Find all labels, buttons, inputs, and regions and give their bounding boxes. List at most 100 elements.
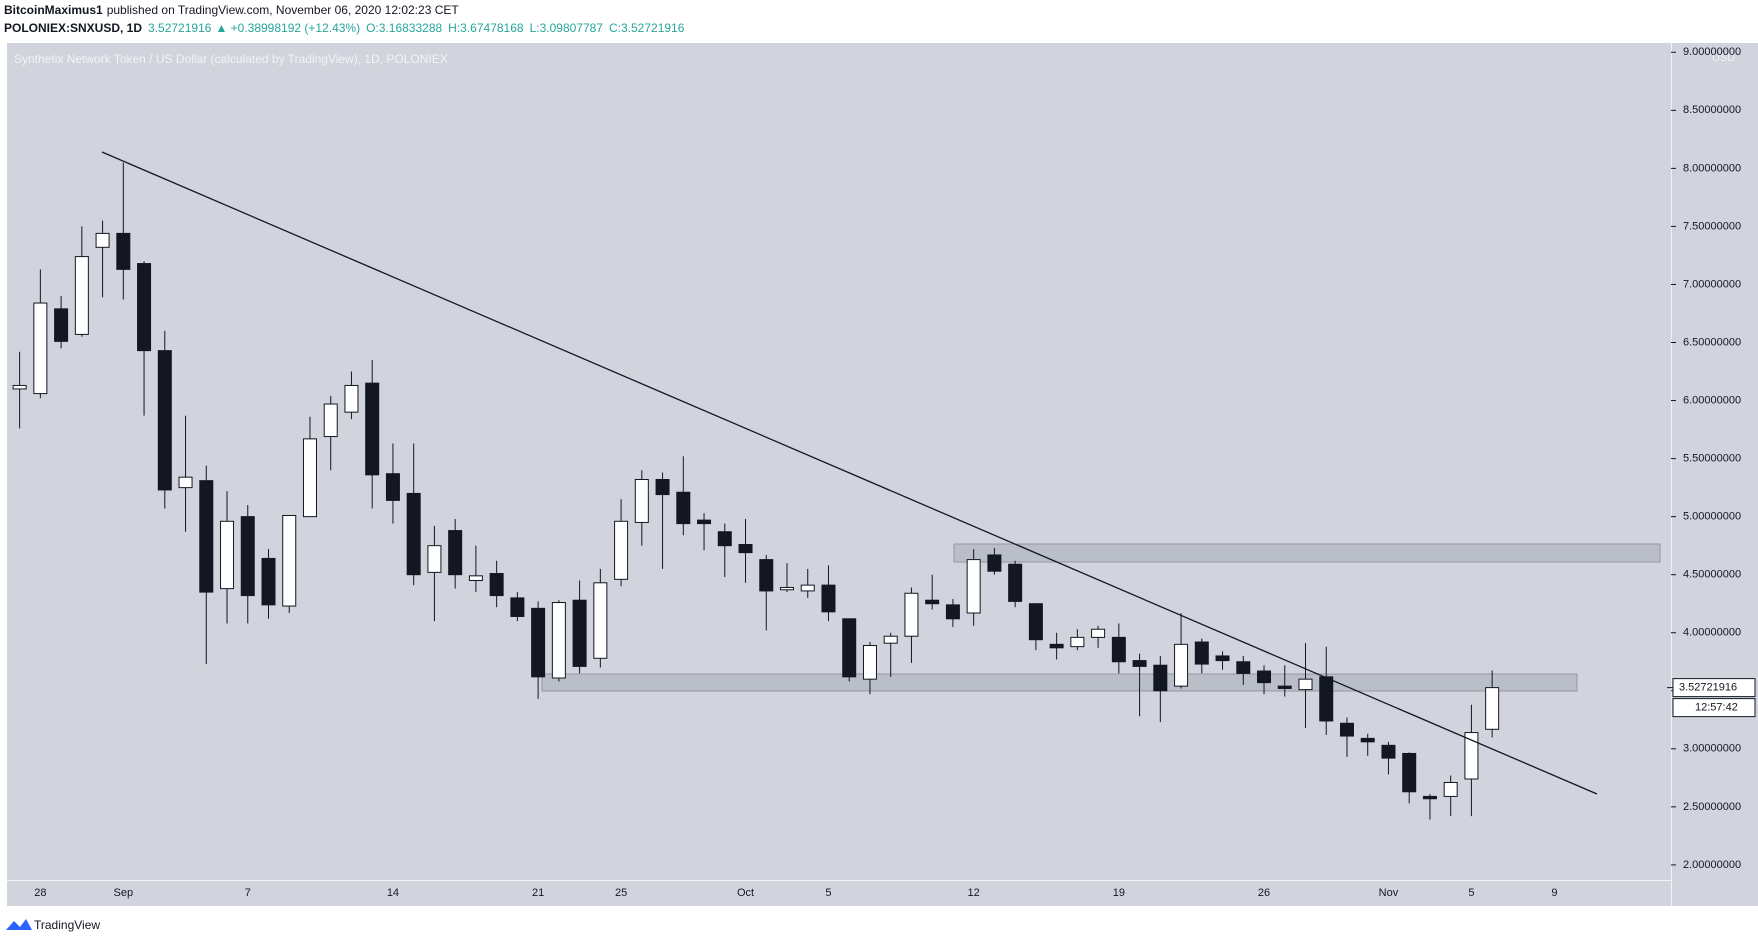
candle-body <box>468 575 483 581</box>
plot-area <box>7 43 1671 880</box>
candle-body <box>987 554 1002 572</box>
price-axis-area <box>1672 43 1758 906</box>
candle-body <box>1402 752 1417 793</box>
candle-body <box>365 382 380 476</box>
x-tick-label: 26 <box>1258 887 1270 899</box>
candle-body <box>862 645 877 680</box>
candle-body <box>1443 781 1458 797</box>
candle-body <box>54 308 69 342</box>
candle-body <box>137 263 152 352</box>
x-axis-area <box>7 880 1671 906</box>
y-tick-label: 8.50000000 <box>1683 104 1741 116</box>
candle-body <box>282 514 297 607</box>
x-tick-label: 28 <box>34 887 46 899</box>
candle-body <box>655 478 670 496</box>
y-tick-label: 5.00000000 <box>1683 511 1741 523</box>
y-tick-label: 7.50000000 <box>1683 220 1741 232</box>
candle-body <box>344 384 359 413</box>
ohlc: H:3.67478168 <box>448 21 524 35</box>
candle-body <box>1008 563 1023 602</box>
candle-body <box>1174 643 1189 687</box>
candle-body <box>95 232 110 248</box>
candle-body <box>614 520 629 580</box>
candle-body <box>945 604 960 620</box>
footer-logo: TradingView <box>6 918 100 932</box>
candle-body <box>1132 660 1147 667</box>
candle-body <box>925 599 940 605</box>
candle-body <box>759 559 774 592</box>
y-tick-label: 4.00000000 <box>1683 627 1741 639</box>
candle-body <box>1257 670 1272 684</box>
candle-body <box>178 476 193 489</box>
candle-body <box>1153 664 1168 692</box>
candle-body <box>697 519 712 525</box>
candle-body <box>1422 795 1437 800</box>
y-unit: USD <box>1712 52 1735 64</box>
countdown-box <box>1672 698 1756 718</box>
candle-body <box>1049 643 1064 649</box>
x-tick-label: 12 <box>968 887 980 899</box>
candle-body <box>717 531 732 547</box>
ohlc: C:3.52721916 <box>609 21 685 35</box>
chart-title: Synthetix Network Token / US Dollar (cal… <box>14 52 448 66</box>
y-tick-label: 9.00000000 <box>1683 46 1741 58</box>
x-tick-label: 19 <box>1113 887 1125 899</box>
candle-body <box>302 438 317 518</box>
y-tick-label: 5.50000000 <box>1683 453 1741 465</box>
last: 3.52721916 <box>148 21 212 35</box>
published: published on TradingView.com, November 0… <box>107 3 460 17</box>
candle-body <box>261 557 276 606</box>
candle-body <box>883 635 898 644</box>
x-tick-label: 21 <box>532 887 544 899</box>
y-tick-label: 4.50000000 <box>1683 569 1741 581</box>
candle-body <box>1319 676 1334 722</box>
candle-body <box>1277 685 1292 689</box>
candle-body <box>1028 603 1043 641</box>
candle-body <box>1070 636 1085 648</box>
candle-body <box>1236 661 1251 674</box>
x-tick-label: 5 <box>825 887 831 899</box>
candle-body <box>1194 641 1209 665</box>
candle-body <box>634 478 649 523</box>
y-tick-label: 2.00000000 <box>1683 859 1741 871</box>
candle-body <box>1111 636 1126 663</box>
y-tick-label: 6.50000000 <box>1683 336 1741 348</box>
candle-body <box>1360 737 1375 743</box>
candle-body <box>821 584 836 613</box>
candle-body <box>427 545 442 573</box>
symbol: POLONIEX:SNXUSD, 1D <box>4 21 142 35</box>
candle-body <box>448 530 463 576</box>
candle-body <box>220 520 235 590</box>
x-tick-label: 7 <box>245 887 251 899</box>
ohlc: L:3.09807787 <box>530 21 604 35</box>
trendline <box>101 151 1598 795</box>
candle-body <box>1381 744 1396 759</box>
author: BitcoinMaximus1 <box>4 3 103 17</box>
ohlc: O:3.16833288 <box>366 21 442 35</box>
candle-body <box>1091 628 1106 638</box>
candle-body <box>1339 722 1354 737</box>
x-tick-label: 9 <box>1551 887 1557 899</box>
x-tick-label: Sep <box>114 887 134 899</box>
last-price-label: 3.52721916 <box>1679 682 1737 694</box>
candle-body <box>489 573 504 597</box>
candle-body <box>738 544 753 554</box>
candle-body <box>1215 655 1230 662</box>
countdown: 12:57:42 <box>1695 702 1738 714</box>
logo-icon <box>6 919 32 930</box>
header-line-2: POLONIEX:SNXUSD, 1D 3.52721916 ▲ +0.389981… <box>4 21 685 35</box>
candle-body <box>1298 678 1313 691</box>
candle-body <box>531 607 546 678</box>
candle-body <box>385 473 400 501</box>
x-tick-label: 14 <box>387 887 399 899</box>
candle-body <box>1485 687 1500 730</box>
candle-body <box>157 350 172 491</box>
support-zone <box>541 673 1578 692</box>
candle-body <box>1464 732 1479 780</box>
x-tick-label: 5 <box>1468 887 1474 899</box>
candle-body <box>966 559 981 614</box>
candle-body <box>323 403 338 438</box>
x-tick-label: 25 <box>615 887 627 899</box>
y-tick-label: 2.50000000 <box>1683 801 1741 813</box>
candle-body <box>593 582 608 659</box>
